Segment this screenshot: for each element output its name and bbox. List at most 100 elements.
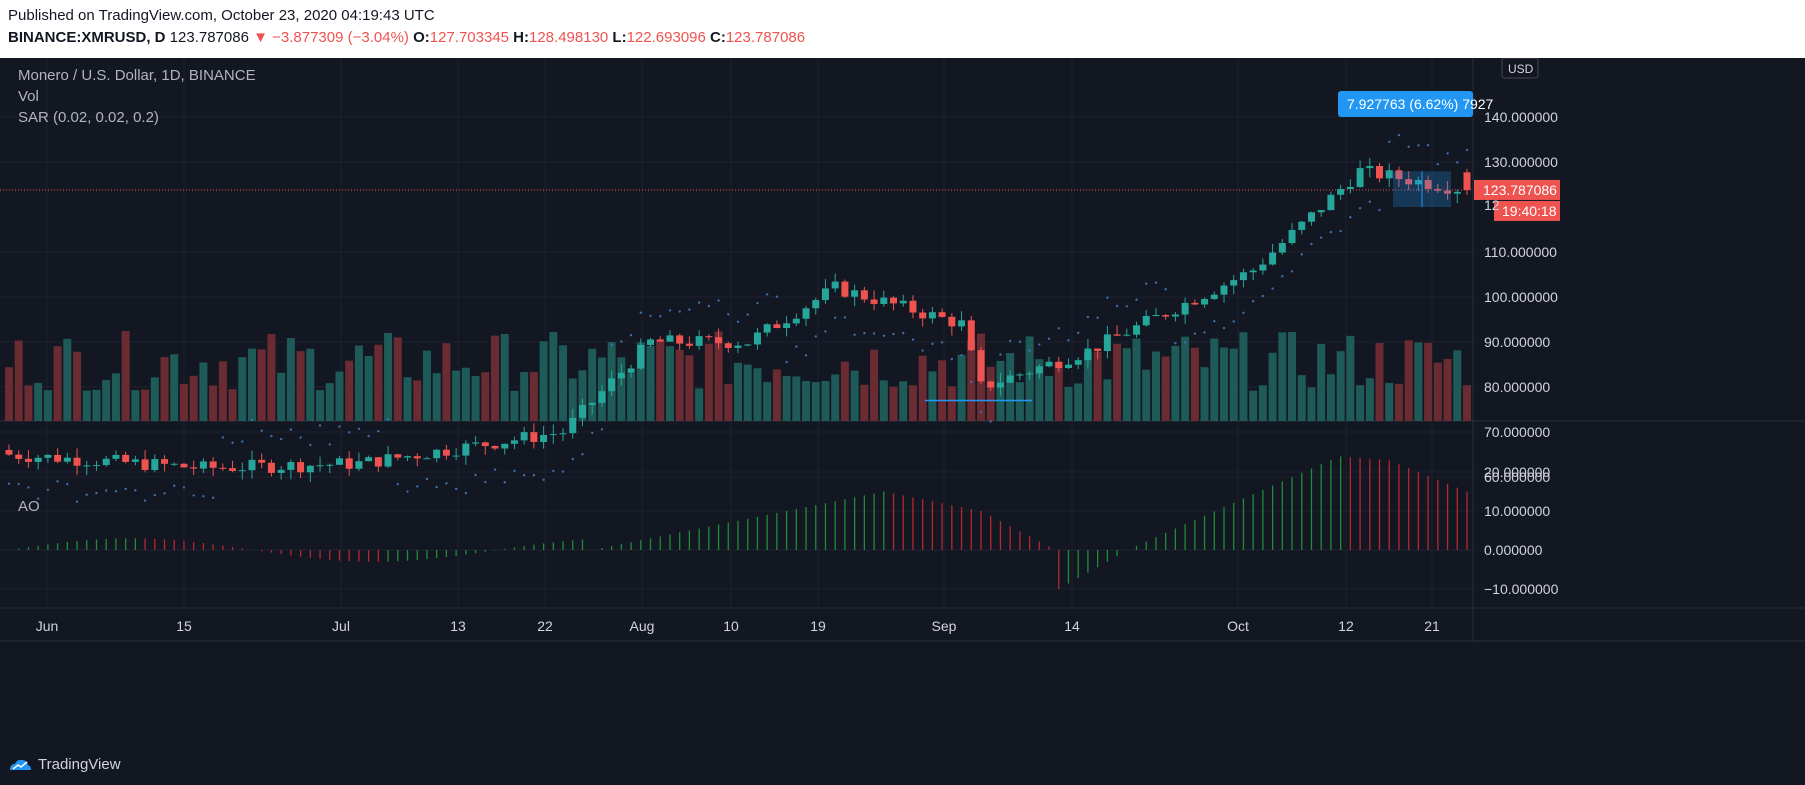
candle-body xyxy=(627,368,635,373)
candle-body xyxy=(588,402,596,405)
candle-body xyxy=(267,462,275,473)
sar-dot xyxy=(377,430,380,433)
sar-dot xyxy=(241,440,244,443)
candle-body xyxy=(617,372,625,379)
volume-bar xyxy=(617,357,626,421)
candle-body xyxy=(763,324,771,333)
volume-bar xyxy=(1278,332,1287,421)
candle-body xyxy=(248,459,256,471)
volume-bar xyxy=(150,377,159,421)
volume-bar xyxy=(938,360,947,421)
volume-bar xyxy=(345,360,354,421)
sar-dot xyxy=(1115,304,1119,308)
sar-dot xyxy=(1310,242,1313,246)
candle-body xyxy=(199,461,207,469)
candle-body xyxy=(977,350,985,382)
volume-bar xyxy=(24,385,33,421)
volume-bar xyxy=(199,362,208,421)
volume-bar xyxy=(1453,350,1462,421)
sar-series xyxy=(7,133,1469,503)
ao-series xyxy=(18,456,1468,589)
volume-bar xyxy=(1122,348,1131,421)
candle-body xyxy=(1162,315,1170,317)
sar-dot xyxy=(1281,275,1284,278)
volume-bar xyxy=(43,390,52,421)
candle-body xyxy=(734,345,742,348)
sar-dot xyxy=(211,496,215,499)
sar-dot xyxy=(1339,229,1342,233)
sar-dot xyxy=(834,316,837,319)
volume-bar xyxy=(957,354,966,421)
volume-bar xyxy=(63,338,72,421)
volume-bar xyxy=(772,369,781,421)
sar-dot xyxy=(221,436,225,439)
sar-dot xyxy=(620,340,623,343)
candle-body xyxy=(792,318,800,324)
candle-body xyxy=(1366,166,1374,169)
volume-bar xyxy=(442,343,451,421)
candle-body xyxy=(656,339,664,342)
volume-bar xyxy=(1200,367,1209,421)
candle-body xyxy=(938,312,946,317)
sar-dot xyxy=(931,342,934,346)
partial-tick-label: 12 xyxy=(1484,197,1500,213)
tradingview-logo[interactable]: TradingView xyxy=(8,752,121,776)
volume-bar xyxy=(753,368,762,421)
candle-body xyxy=(753,332,761,345)
candle-body xyxy=(1201,298,1209,305)
volume-bar xyxy=(714,331,723,421)
candle-body xyxy=(326,464,334,466)
candle-body xyxy=(928,312,936,319)
volume-bar xyxy=(1385,382,1394,421)
sar-dot xyxy=(775,295,779,298)
price-tick-label: 100.000000 xyxy=(1484,289,1558,305)
volume-bar xyxy=(53,346,62,421)
candle-body xyxy=(715,337,723,344)
sar-dot xyxy=(824,330,827,333)
volume-bar xyxy=(82,390,91,421)
price-change: −3.877309 (−3.04%) xyxy=(272,29,409,46)
candle-body xyxy=(802,308,810,319)
open-label: O: xyxy=(413,29,430,46)
candle-body xyxy=(578,404,586,418)
volume-bar xyxy=(1035,359,1044,421)
volume-bar xyxy=(870,349,879,421)
candle-body xyxy=(1298,221,1306,230)
sar-dot xyxy=(1368,200,1372,203)
volume-legend: Vol xyxy=(18,88,39,105)
candle-body xyxy=(1249,270,1257,273)
sar-dot xyxy=(95,491,98,495)
volume-bar xyxy=(1424,342,1433,421)
time-tick-label: 21 xyxy=(1424,618,1440,634)
time-tick-label: Jul xyxy=(332,618,350,634)
candle-body xyxy=(1444,190,1452,194)
volume-bar xyxy=(695,388,704,421)
candle-body xyxy=(1230,280,1238,286)
sar-dot xyxy=(1135,298,1138,301)
volume-bar xyxy=(675,349,684,421)
candle-body xyxy=(219,467,227,469)
price-chart[interactable]: 7.927763 (6.62%) 7927140.000000130.00000… xyxy=(0,58,1805,748)
volume-series xyxy=(5,331,1471,421)
volume-bar xyxy=(860,384,869,421)
volume-bar xyxy=(1229,348,1238,421)
candle-body xyxy=(530,432,538,442)
volume-bar xyxy=(277,372,286,421)
sar-dot xyxy=(688,308,691,311)
sar-dot xyxy=(27,486,30,489)
candle-body xyxy=(695,336,703,346)
sar-dot xyxy=(250,418,254,422)
published-text: Published on TradingView.com, October 23… xyxy=(8,7,435,24)
time-tick-label: Sep xyxy=(932,618,957,634)
sar-dot xyxy=(182,486,186,489)
sar-dot xyxy=(270,434,273,438)
candle-body xyxy=(1376,166,1384,179)
price-tick-label: 80.000000 xyxy=(1484,379,1550,395)
sar-dot xyxy=(892,332,895,336)
candle-body xyxy=(1142,315,1150,326)
candle-body xyxy=(452,455,460,457)
candle-body xyxy=(598,391,606,403)
volume-bar xyxy=(228,389,237,421)
candle-body xyxy=(559,433,567,435)
volume-bar xyxy=(393,337,402,421)
